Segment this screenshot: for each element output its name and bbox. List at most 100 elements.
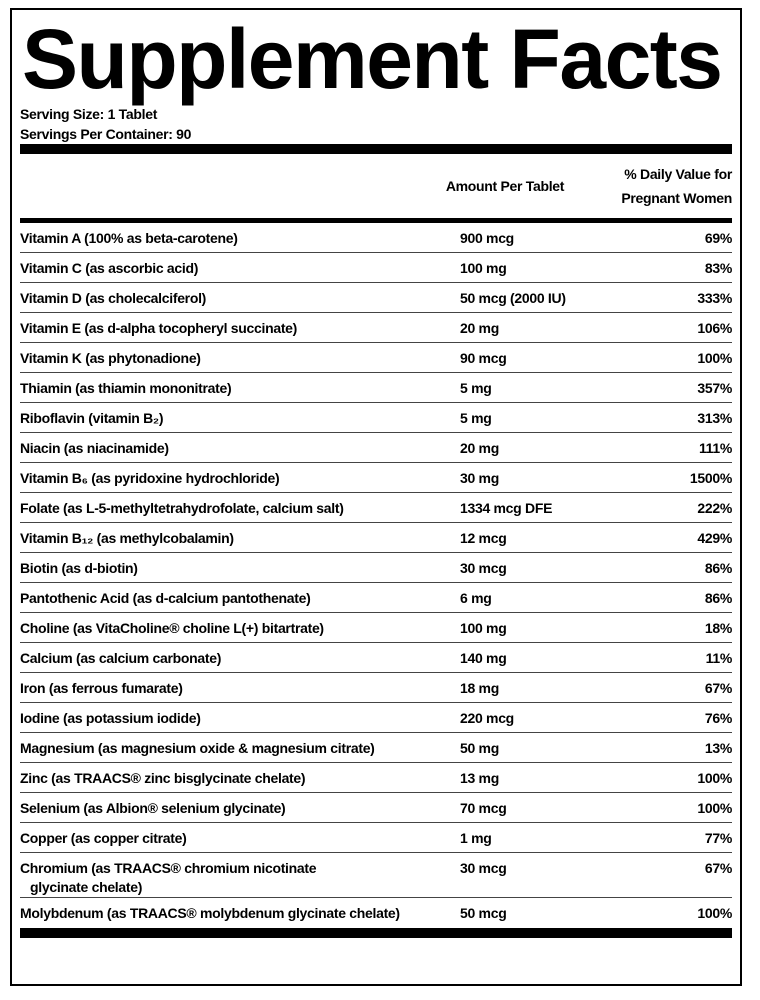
nutrient-name: Iron (as ferrous fumarate) xyxy=(20,680,183,696)
daily-value: 100% xyxy=(697,800,732,816)
table-row: Calcium (as calcium carbonate) 140 mg 11% xyxy=(20,643,732,673)
table-row: Niacin (as niacinamide) 20 mg 111% xyxy=(20,433,732,463)
amount: 12 mcg xyxy=(460,530,507,546)
nutrient-name: Niacin (as niacinamide) xyxy=(20,440,169,456)
servings-per-container: Servings Per Container: 90 xyxy=(20,126,192,142)
amount: 5 mg xyxy=(460,410,492,426)
table-row: Selenium (as Albion® selenium glycinate)… xyxy=(20,793,732,823)
table-row: Biotin (as d-biotin) 30 mcg 86% xyxy=(20,553,732,583)
daily-value: 67% xyxy=(704,860,732,876)
table-row: Vitamin E (as d-alpha tocopheryl succina… xyxy=(20,313,732,343)
amount: 140 mg xyxy=(460,650,507,666)
table-row: Choline (as VitaCholine® choline L(+) bi… xyxy=(20,613,732,643)
nutrient-name: Vitamin D (as cholecalciferol) xyxy=(20,290,207,306)
nutrient-name: Copper (as copper citrate) xyxy=(20,830,187,846)
table-row: Thiamin (as thiamin mononitrate) 5 mg 357% xyxy=(20,373,732,403)
table-row: Magnesium (as magnesium oxide & magnesiu… xyxy=(20,733,732,763)
nutrient-name: Vitamin A (100% as beta-carotene) xyxy=(20,230,238,246)
nutrient-name: Biotin (as d-biotin) xyxy=(20,560,138,576)
serving-size: Serving Size: 1 Tablet xyxy=(20,106,158,122)
nutrient-name: Molybdenum (as TRAACS® molybdenum glycin… xyxy=(20,905,400,921)
daily-value: 357% xyxy=(697,380,732,396)
daily-value: 106% xyxy=(697,320,732,336)
table-row: Vitamin D (as cholecalciferol) 50 mcg (20… xyxy=(20,283,732,313)
nutrient-name: Vitamin B₆ (as pyridoxine hydrochloride) xyxy=(20,470,280,486)
nutrient-name: Thiamin (as thiamin mononitrate) xyxy=(20,380,232,396)
amount: 30 mcg xyxy=(460,860,507,876)
amount: 100 mg xyxy=(460,260,507,276)
divider xyxy=(20,144,732,154)
amount: 90 mcg xyxy=(460,350,507,366)
amount: 100 mg xyxy=(460,620,507,636)
table-row: Zinc (as TRAACS® zinc bisglycinate chela… xyxy=(20,763,732,793)
table-row: Folate (as L-5-methyltetrahydrofolate, c… xyxy=(20,493,732,523)
daily-value: 100% xyxy=(697,350,732,366)
supplement-facts-label: Supplement Facts Serving Size: 1 Tablet … xyxy=(10,8,742,986)
nutrient-name: Vitamin B₁₂ (as methylcobalamin) xyxy=(20,530,234,546)
column-header: Amount Per Tablet xyxy=(445,178,565,194)
daily-value: 100% xyxy=(697,905,732,921)
amount: 900 mcg xyxy=(460,230,514,246)
column-header: % Daily Value for Pregnant Women xyxy=(621,166,732,206)
nutrient-name: Magnesium (as magnesium oxide & magnesiu… xyxy=(20,740,375,756)
daily-value: 86% xyxy=(704,560,732,576)
divider xyxy=(20,928,732,938)
amount: 6 mg xyxy=(460,590,492,606)
nutrient-name: Pantothenic Acid (as d-calcium pantothen… xyxy=(20,590,311,606)
table-row: Vitamin B₁₂ (as methylcobalamin) 12 mcg 42… xyxy=(20,523,732,553)
amount: 50 mg xyxy=(460,740,499,756)
daily-value: 1500% xyxy=(689,470,732,486)
daily-value: 11% xyxy=(705,650,733,666)
title: Supplement Facts xyxy=(22,12,723,106)
amount: 20 mg xyxy=(460,320,499,336)
daily-value: 333% xyxy=(697,290,732,306)
table-row: Chromium (as TRAACS® chromium nicotinate… xyxy=(20,853,732,898)
daily-value: 429% xyxy=(697,530,732,546)
table-row: Copper (as copper citrate) 1 mg 77% xyxy=(20,823,732,853)
table-header: Amount Per Tablet % Daily Value for Preg… xyxy=(20,154,732,218)
table-body: Vitamin A (100% as beta-carotene) 900 mcg… xyxy=(20,223,732,928)
daily-value: 111% xyxy=(698,440,732,456)
amount: 5 mg xyxy=(460,380,492,396)
table-row: Riboflavin (vitamin B₂) 5 mg 313% xyxy=(20,403,732,433)
daily-value: 76% xyxy=(704,710,732,726)
daily-value: 313% xyxy=(697,410,732,426)
table-row: Vitamin C (as ascorbic acid) 100 mg 83% xyxy=(20,253,732,283)
amount: 50 mcg xyxy=(460,905,507,921)
table-row: Iodine (as potassium iodide) 220 mcg 76% xyxy=(20,703,732,733)
daily-value: 83% xyxy=(704,260,732,276)
amount: 20 mg xyxy=(460,440,499,456)
amount: 30 mg xyxy=(460,470,499,486)
daily-value: 13% xyxy=(704,740,732,756)
table-row: Vitamin A (100% as beta-carotene) 900 mcg… xyxy=(20,223,732,253)
divider xyxy=(20,218,732,223)
daily-value: 18% xyxy=(704,620,732,636)
table-row: Vitamin K (as phytonadione) 90 mcg 100% xyxy=(20,343,732,373)
nutrient-name: Choline (as VitaCholine® choline L(+) bi… xyxy=(20,620,324,636)
table-row: Molybdenum (as TRAACS® molybdenum glycin… xyxy=(20,898,732,928)
nutrient-name: Chromium (as TRAACS® chromium nicotinate… xyxy=(20,860,317,895)
nutrient-name: Folate (as L-5-methyltetrahydrofolate, c… xyxy=(20,500,344,516)
nutrient-name: Riboflavin (vitamin B₂) xyxy=(20,410,164,426)
daily-value: 77% xyxy=(704,830,732,846)
amount: 1334 mcg DFE xyxy=(460,500,553,516)
daily-value: 100% xyxy=(697,770,732,786)
nutrient-name: Selenium (as Albion® selenium glycinate) xyxy=(20,800,286,816)
amount: 50 mcg (2000 IU) xyxy=(460,290,566,306)
table-row: Vitamin B₆ (as pyridoxine hydrochloride)… xyxy=(20,463,732,493)
amount: 1 mg xyxy=(460,830,492,846)
daily-value: 69% xyxy=(704,230,732,246)
amount: 18 mg xyxy=(460,680,499,696)
nutrient-name: Zinc (as TRAACS® zinc bisglycinate chela… xyxy=(20,770,306,786)
daily-value: 67% xyxy=(704,680,732,696)
amount: 70 mcg xyxy=(460,800,507,816)
amount: 30 mcg xyxy=(460,560,507,576)
nutrient-name: Vitamin E (as d-alpha tocopheryl succina… xyxy=(20,320,298,336)
daily-value: 86% xyxy=(704,590,732,606)
table-row: Iron (as ferrous fumarate) 18 mg 67% xyxy=(20,673,732,703)
table-row: Pantothenic Acid (as d-calcium pantothen… xyxy=(20,583,732,613)
nutrient-name: Calcium (as calcium carbonate) xyxy=(20,650,222,666)
amount: 220 mcg xyxy=(460,710,514,726)
daily-value: 222% xyxy=(697,500,732,516)
